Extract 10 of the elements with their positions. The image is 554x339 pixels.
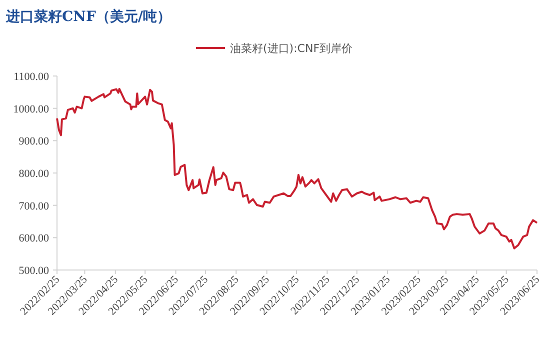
chart-title: 进口菜籽CNF（美元/吨） — [5, 8, 171, 25]
legend: 油菜籽(进口):CNF到岸价 — [196, 42, 353, 55]
y-tick-label: 800.00 — [18, 168, 50, 180]
y-tick-label: 1100.00 — [14, 71, 50, 83]
y-tick-label: 900.00 — [18, 136, 50, 148]
y-tick-label: 500.00 — [18, 265, 50, 277]
y-tick-label: 600.00 — [18, 232, 50, 245]
y-tick-label: 1000.00 — [13, 103, 50, 116]
y-tick-label: 700.00 — [18, 200, 50, 212]
legend-label: 油菜籽(进口):CNF到岸价 — [230, 42, 353, 55]
